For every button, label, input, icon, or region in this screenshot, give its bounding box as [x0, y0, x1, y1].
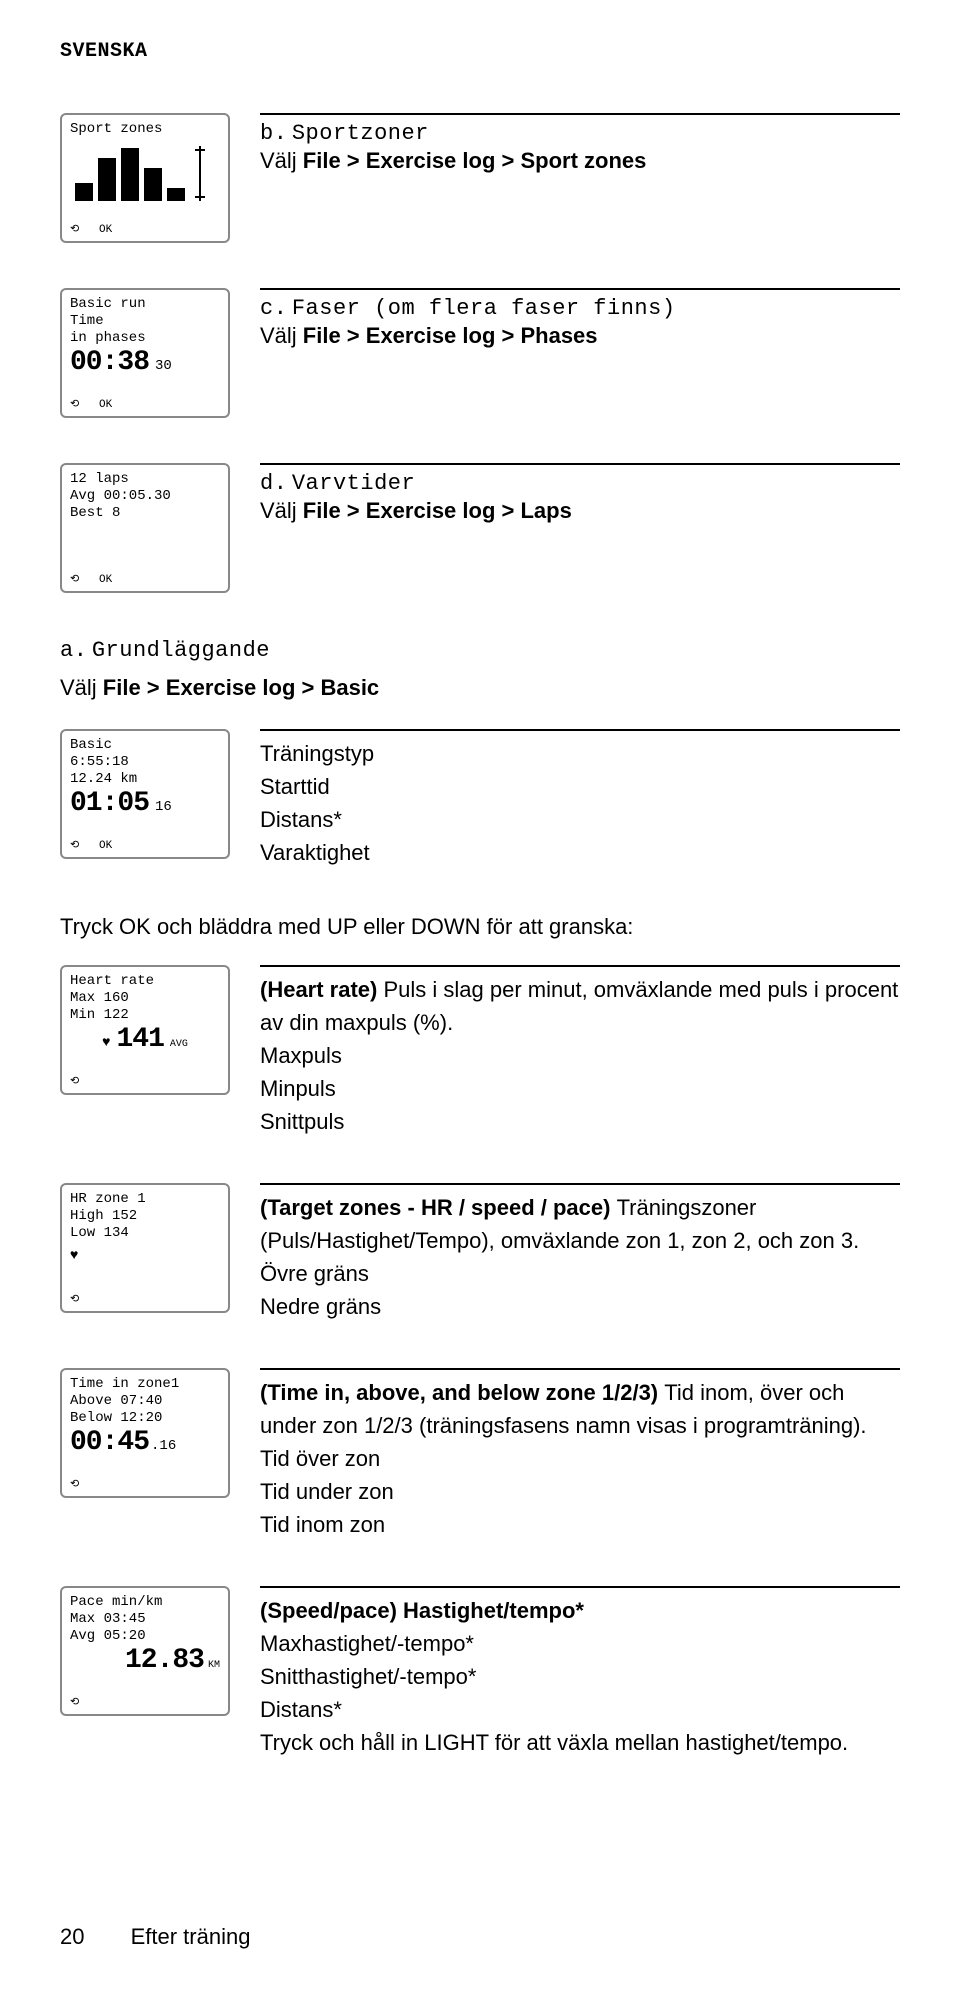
- line: Below 12:20: [70, 1410, 220, 1427]
- line: Time in zone1: [70, 1376, 220, 1393]
- section-timein: Time in zone1 Above 07:40 Below 12:20 00…: [60, 1368, 900, 1541]
- section-label: a.: [60, 638, 87, 663]
- line: Min 122: [70, 1007, 220, 1024]
- body-line: Träningstyp: [260, 737, 900, 770]
- line: 6:55:18: [70, 754, 220, 771]
- big-time: 00:38: [70, 346, 149, 380]
- sub-prefix: Välj: [260, 498, 303, 523]
- heart-bold: (Heart rate): [260, 977, 383, 1002]
- line: Tryck och håll in LIGHT för att växla me…: [260, 1726, 900, 1759]
- line: Avg 00:05.30: [70, 488, 220, 505]
- screen-sportzones: Sport zones ⟲ OK: [60, 113, 230, 243]
- small: .16: [151, 1438, 176, 1455]
- section-title: Sportzoner: [292, 121, 429, 146]
- line: Pace min/km: [70, 1594, 220, 1611]
- big-time: 01:05: [70, 787, 149, 821]
- page-number: 20: [60, 1924, 84, 1949]
- section-target: HR zone 1 High 152 Low 134 ♥ ⟲ (Target z…: [60, 1183, 900, 1323]
- section-label: c.: [260, 296, 287, 321]
- small-time: 16: [155, 799, 172, 816]
- screen-basic: Basic 6:55:18 12.24 km 01:05 16 ⟲ OK: [60, 729, 230, 859]
- sub-bold: File > Exercise log > Laps: [303, 498, 572, 523]
- section-title: Grundläggande: [92, 638, 270, 663]
- body-line: Varaktighet: [260, 836, 900, 869]
- screen-target: HR zone 1 High 152 Low 134 ♥ ⟲: [60, 1183, 230, 1313]
- section-d: 12 laps Avg 00:05.30 Best 8 ⟲ OK d. Varv…: [60, 463, 900, 593]
- sub-bold: File > Exercise log > Sport zones: [303, 148, 647, 173]
- line: Low 134: [70, 1225, 220, 1242]
- big-val: 141: [116, 1023, 163, 1057]
- ok-label: OK: [99, 574, 112, 586]
- line: Time: [70, 313, 220, 330]
- small-time: 30: [155, 358, 172, 375]
- screen-phases: Basic run Time in phases 00:38 30 ⟲ OK: [60, 288, 230, 418]
- section-heart: Heart rate Max 160 Min 122 ♥ 141 AVG ⟲ (…: [60, 965, 900, 1138]
- screen-heart: Heart rate Max 160 Min 122 ♥ 141 AVG ⟲: [60, 965, 230, 1095]
- sub-prefix: Välj: [260, 148, 303, 173]
- section-title: Faser (om flera faser finns): [292, 296, 676, 321]
- line: Minpuls: [260, 1072, 900, 1105]
- speed-bold: (Speed/pace) Hastighet/tempo*: [260, 1598, 584, 1623]
- line: Tid över zon: [260, 1442, 900, 1475]
- line: Basic: [70, 737, 220, 754]
- page-header: SVENSKA: [60, 40, 900, 63]
- body-line: Distans*: [260, 803, 900, 836]
- section-label: d.: [260, 471, 287, 496]
- sub-bold: File > Exercise log > Basic: [103, 675, 379, 700]
- line: Max 160: [70, 990, 220, 1007]
- ok-label: OK: [99, 840, 112, 852]
- ok-label: OK: [99, 224, 112, 236]
- section-label: b.: [260, 121, 287, 146]
- screen-speed: Pace min/km Max 03:45 Avg 05:20 12.83 KM…: [60, 1586, 230, 1716]
- section-a-body: Basic 6:55:18 12.24 km 01:05 16 ⟲ OK Trä…: [60, 729, 900, 869]
- footer: 20 Efter träning: [60, 1924, 250, 1950]
- line: Snittpuls: [260, 1105, 900, 1138]
- big-val: 12.83: [125, 1644, 204, 1678]
- line: HR zone 1: [70, 1191, 220, 1208]
- line: 12.24 km: [70, 771, 220, 788]
- line: Tid under zon: [260, 1475, 900, 1508]
- tag: KM: [208, 1660, 220, 1672]
- line: in phases: [70, 330, 220, 347]
- line: Max 03:45: [70, 1611, 220, 1628]
- line: Above 07:40: [70, 1393, 220, 1410]
- sub-prefix: Välj: [260, 323, 303, 348]
- line: Heart rate: [70, 973, 220, 990]
- timein-bold: (Time in, above, and below zone 1/2/3): [260, 1380, 664, 1405]
- sub-bold: File > Exercise log > Phases: [303, 323, 598, 348]
- line: High 152: [70, 1208, 220, 1225]
- line: Snitthastighet/-tempo*: [260, 1660, 900, 1693]
- sub-prefix: Välj: [60, 675, 103, 700]
- line: Övre gräns: [260, 1257, 900, 1290]
- big-val: 00:45: [70, 1426, 149, 1460]
- target-bold: (Target zones - HR / speed / pace): [260, 1195, 617, 1220]
- section-a-intro: a. Grundläggande Välj File > Exercise lo…: [60, 638, 900, 704]
- line: Best 8: [70, 505, 220, 522]
- line: Avg 05:20: [70, 1628, 220, 1645]
- section-speed: Pace min/km Max 03:45 Avg 05:20 12.83 KM…: [60, 1586, 900, 1759]
- line: Nedre gräns: [260, 1290, 900, 1323]
- body-line: Starttid: [260, 770, 900, 803]
- ok-label: OK: [99, 399, 112, 411]
- section-c: Basic run Time in phases 00:38 30 ⟲ OK c…: [60, 288, 900, 418]
- line: Tid inom zon: [260, 1508, 900, 1541]
- browse-line: Tryck OK och bläddra med UP eller DOWN f…: [60, 914, 900, 940]
- line: Basic run: [70, 296, 220, 313]
- screen-label: Sport zones: [70, 121, 162, 138]
- screen-timein: Time in zone1 Above 07:40 Below 12:20 00…: [60, 1368, 230, 1498]
- section-title: Varvtider: [292, 471, 415, 496]
- section-b: Sport zones ⟲ OK b. Sportzoner Välj File…: [60, 113, 900, 243]
- line: Maxhastighet/-tempo*: [260, 1627, 900, 1660]
- screen-laps: 12 laps Avg 00:05.30 Best 8 ⟲ OK: [60, 463, 230, 593]
- footer-label: Efter träning: [131, 1924, 251, 1949]
- line: Maxpuls: [260, 1039, 900, 1072]
- line: 12 laps: [70, 471, 220, 488]
- line: Distans*: [260, 1693, 900, 1726]
- tag: AVG: [170, 1039, 188, 1051]
